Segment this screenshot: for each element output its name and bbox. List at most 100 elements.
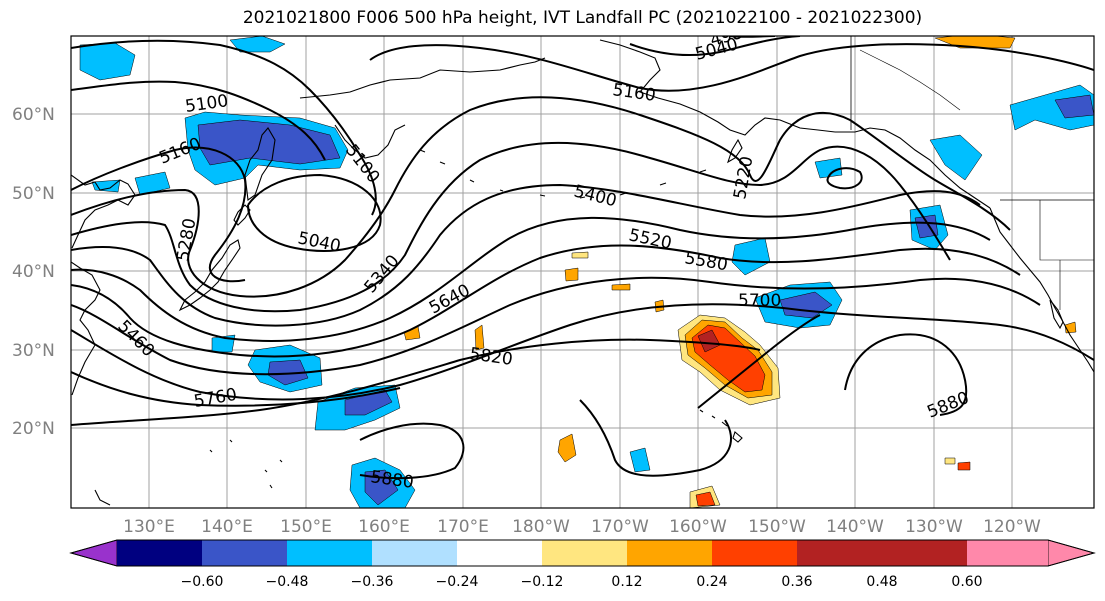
shade-area bbox=[629, 447, 651, 473]
colorbar-segment bbox=[967, 540, 1048, 566]
lat-label: 30°N bbox=[12, 341, 55, 361]
colorbar-segment bbox=[797, 540, 882, 566]
shade-area bbox=[695, 491, 716, 507]
colorbar: −0.60 −0.48 −0.36 −0.24 −0.12 0.12 0.24 … bbox=[69, 539, 1096, 590]
height-contour bbox=[71, 371, 401, 407]
colorbar-max-arrow bbox=[1047, 539, 1096, 567]
coastline bbox=[233, 204, 251, 226]
colorbar-segment bbox=[457, 540, 542, 566]
height-contours bbox=[71, 36, 1094, 480]
lon-label: 180°W bbox=[512, 517, 570, 537]
height-contour bbox=[579, 399, 732, 477]
shade-area bbox=[929, 134, 983, 181]
lat-label: 50°N bbox=[12, 184, 55, 204]
coastline bbox=[334, 124, 406, 159]
coastline bbox=[299, 57, 546, 99]
lon-label: 130°E bbox=[123, 517, 175, 537]
coastline bbox=[1049, 299, 1064, 330]
shade-area bbox=[957, 461, 971, 471]
height-contour bbox=[71, 141, 951, 313]
lon-label: 170°E bbox=[437, 517, 489, 537]
colorbar-tick-label: −0.12 bbox=[521, 574, 564, 590]
coastline bbox=[71, 261, 101, 396]
shade-area bbox=[557, 433, 577, 463]
lat-labels: 60°N 50°N 40°N 30°N 20°N bbox=[12, 105, 55, 439]
lon-label: 150°E bbox=[280, 517, 332, 537]
colorbar-outline bbox=[69, 539, 1096, 567]
colorbar-tick-label: −0.24 bbox=[436, 574, 479, 590]
lon-label: 160°E bbox=[358, 517, 410, 537]
height-contour bbox=[71, 244, 1021, 358]
shade-area bbox=[814, 157, 843, 179]
coastline bbox=[599, 39, 836, 136]
lon-label: 140°W bbox=[826, 517, 884, 537]
border bbox=[859, 49, 961, 111]
height-contour bbox=[826, 167, 863, 190]
height-contour bbox=[71, 276, 1041, 376]
lon-label: 160°W bbox=[669, 517, 727, 537]
height-contour bbox=[71, 146, 247, 283]
lon-label: 170°W bbox=[591, 517, 649, 537]
shade-area bbox=[197, 119, 341, 166]
coastline bbox=[727, 138, 743, 164]
shade-area bbox=[564, 267, 579, 282]
shade-area bbox=[91, 179, 121, 193]
height-contour bbox=[629, 36, 801, 56]
shade-area bbox=[134, 171, 171, 196]
shade-area bbox=[944, 457, 956, 465]
coastline bbox=[244, 127, 276, 201]
colorbar-tick-label: 0.24 bbox=[696, 574, 727, 590]
shade-area bbox=[267, 359, 309, 386]
graticule bbox=[71, 36, 1094, 508]
coastline bbox=[989, 207, 1094, 373]
height-contour bbox=[71, 216, 991, 342]
colorbar-tick-label: −0.36 bbox=[351, 574, 394, 590]
colorbar-tick-label: −0.48 bbox=[266, 574, 309, 590]
lon-label: 130°W bbox=[905, 517, 963, 537]
height-contour bbox=[71, 338, 761, 426]
lat-label: 20°N bbox=[12, 419, 55, 439]
height-contour bbox=[71, 39, 377, 216]
lon-label: 140°E bbox=[201, 517, 253, 537]
height-contour bbox=[359, 422, 465, 480]
colorbar-segment bbox=[202, 540, 287, 566]
colorbar-tick-label: 0.48 bbox=[866, 574, 897, 590]
colorbar-segment bbox=[542, 540, 627, 566]
height-contour bbox=[71, 183, 981, 327]
height-contour bbox=[247, 173, 382, 252]
shade-area bbox=[611, 283, 631, 291]
shade-area bbox=[571, 251, 589, 259]
border bbox=[1039, 200, 1094, 261]
colorbar-segment bbox=[287, 540, 372, 566]
colorbar-segment bbox=[117, 540, 202, 566]
height-contour bbox=[844, 333, 968, 416]
colorbar-min-arrow bbox=[69, 539, 118, 567]
lat-label: 40°N bbox=[12, 262, 55, 282]
colorbar-tick-label: 0.12 bbox=[611, 574, 642, 590]
shade-area bbox=[1054, 94, 1094, 119]
lon-labels: 130°E 140°E 150°E 160°E 170°E 180°W 170°… bbox=[123, 517, 1041, 537]
colorbar-tick-label: 0.60 bbox=[951, 574, 982, 590]
colorbar-tick-label: 0.36 bbox=[781, 574, 812, 590]
ivt-positive-shading bbox=[403, 36, 1077, 508]
colorbar-segment bbox=[712, 540, 797, 566]
map-title: 2021021800 F006 500 hPa height, IVT Land… bbox=[242, 8, 923, 28]
lat-label: 60°N bbox=[12, 105, 55, 125]
height-contour bbox=[71, 96, 1011, 298]
map-frame bbox=[70, 35, 1095, 509]
shade-area bbox=[1009, 84, 1094, 131]
colorbar-segment bbox=[882, 540, 967, 566]
map-background bbox=[71, 36, 1094, 508]
shade-area bbox=[474, 324, 485, 351]
coastline bbox=[178, 239, 241, 312]
coastline bbox=[94, 439, 283, 506]
colorbar-tick-label: −0.60 bbox=[181, 574, 224, 590]
height-contour bbox=[697, 314, 821, 409]
contour-label: 5700 bbox=[738, 291, 781, 311]
colorbar-segment bbox=[627, 540, 712, 566]
coastline bbox=[699, 409, 743, 443]
lon-label: 150°W bbox=[748, 517, 806, 537]
height-contour bbox=[71, 303, 1094, 401]
height-contour bbox=[71, 80, 326, 161]
